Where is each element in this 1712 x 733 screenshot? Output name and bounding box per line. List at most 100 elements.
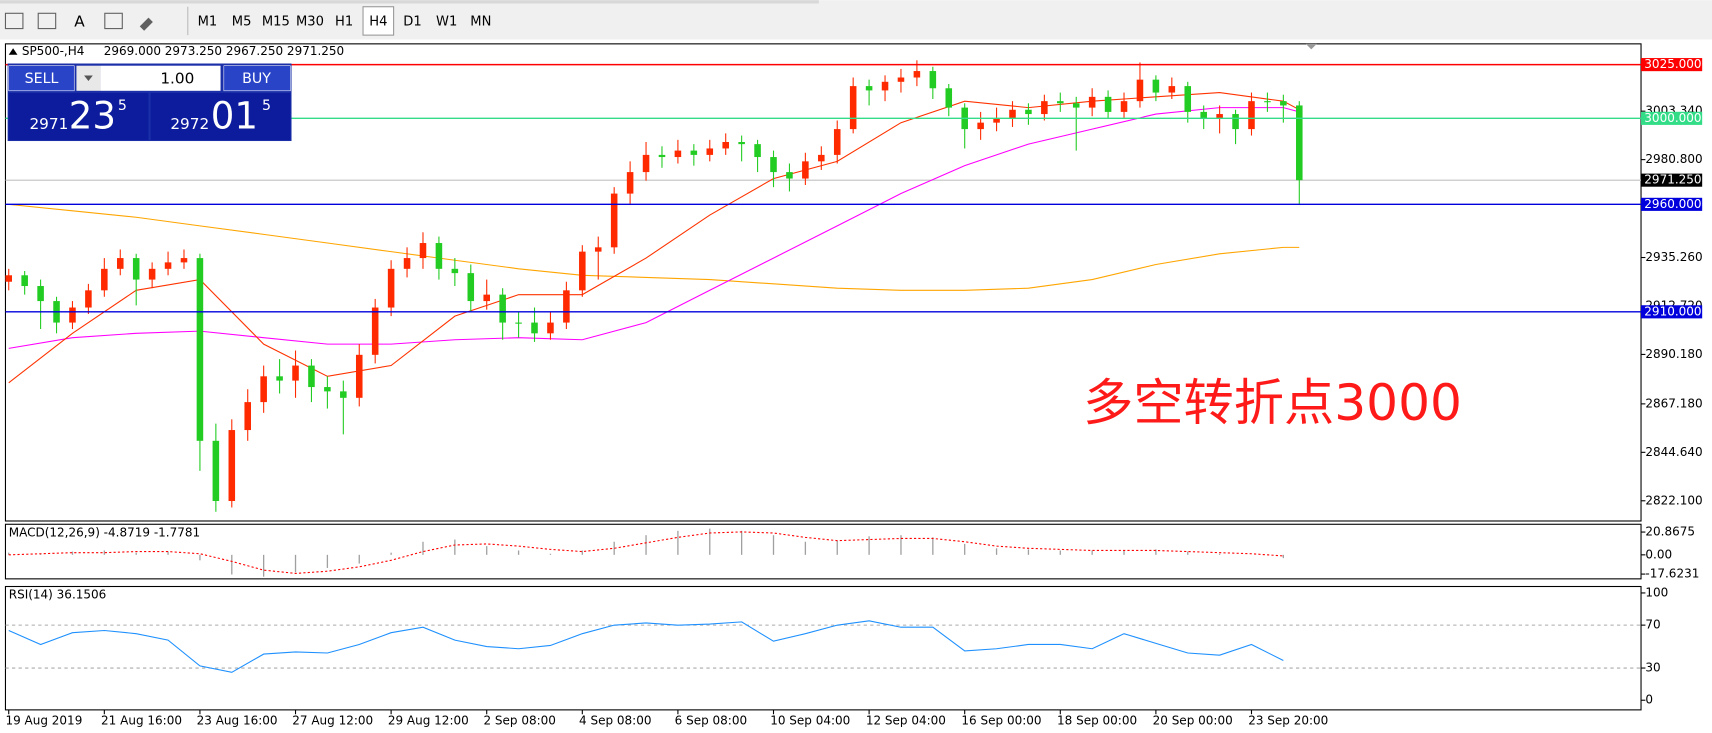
current-price-label: 2971.250 [1644, 173, 1701, 187]
candle-body [1248, 101, 1255, 130]
candle-body [467, 273, 475, 302]
candle-body [722, 141, 729, 149]
annotation: 多空转折点3000 [1083, 373, 1462, 432]
level-label: 3000.000 [1644, 111, 1701, 125]
macd-panel [4, 523, 1642, 580]
candle-body [292, 365, 299, 381]
tool-icon[interactable] [37, 12, 57, 30]
candle-body [1136, 79, 1144, 102]
timeframe-button[interactable]: H4 [369, 15, 387, 30]
toolbar-edge [0, 0, 819, 4]
y-tick-label: 2890.180 [1645, 347, 1702, 361]
candle-body [37, 286, 44, 302]
candle-body [371, 307, 379, 355]
timeframe-button[interactable]: MN [470, 15, 491, 30]
tool-icon[interactable] [104, 12, 123, 30]
candle-body [849, 86, 857, 130]
candle-body [1041, 101, 1048, 115]
candle-body [610, 193, 618, 248]
candle-body [116, 258, 124, 269]
y-tick-label: 100 [1645, 585, 1668, 599]
lots-field[interactable] [100, 65, 221, 91]
current-price-box [1641, 173, 1703, 187]
x-tick-label: 18 Sep 00:00 [1057, 713, 1137, 727]
x-tick-label: 12 Sep 04:00 [866, 713, 946, 727]
candle-body [1200, 111, 1207, 119]
bid-frac: 5 [118, 98, 127, 114]
y-tick-label: 2980.800 [1645, 152, 1702, 166]
timeframe-button[interactable]: W1 [436, 15, 457, 30]
candle-body [929, 71, 937, 89]
tool-icon[interactable] [139, 17, 153, 31]
candle-body [387, 268, 395, 308]
x-tick-label: 6 Sep 08:00 [675, 713, 747, 727]
level-label: 3025.000 [1644, 57, 1701, 71]
signal-line [8, 531, 1284, 574]
candle-body [547, 322, 554, 334]
x-tick-label: 2 Sep 08:00 [483, 713, 555, 727]
timeframes: M1 M5 M15 M30 H1 H4 D1 W1 MN [198, 6, 491, 36]
rsi-line [8, 620, 1284, 673]
indicator-title: RSI(14) 36.1506 [9, 588, 107, 602]
candle-body [260, 376, 267, 403]
candle-body [1009, 109, 1016, 119]
candle-body [419, 243, 427, 259]
chart-title: SP500-,H4 [22, 44, 85, 58]
timeframe-button[interactable]: M30 [296, 15, 324, 30]
candle-body [1152, 79, 1160, 93]
ask-pips: 01 [211, 95, 258, 138]
candle-body [626, 172, 634, 194]
y-tick-label: 2822.100 [1645, 493, 1702, 507]
level-label: 2910.000 [1644, 304, 1701, 318]
candle-body [642, 154, 650, 173]
y-tick-label: 20.8675 [1645, 525, 1695, 539]
candle-body [196, 258, 204, 441]
ask-box[interactable] [150, 92, 291, 140]
candle-body [993, 118, 1000, 123]
timeframe-button[interactable]: M15 [262, 15, 290, 30]
candle-body [594, 247, 602, 252]
active-timeframe [362, 6, 395, 36]
candle-body [690, 150, 698, 155]
candle-body [451, 268, 459, 274]
candle-body [69, 307, 76, 323]
buy-button[interactable] [223, 65, 291, 92]
y-tick-label: 2844.640 [1645, 445, 1702, 459]
shift-marker [1305, 43, 1317, 50]
ask-frac: 5 [262, 98, 271, 114]
candle-body [881, 81, 889, 91]
candle-body [706, 148, 714, 155]
candle-body [658, 154, 666, 158]
candle-body [1232, 114, 1239, 130]
sell-button[interactable] [8, 65, 75, 92]
candle-body [786, 172, 793, 179]
sell-label: SELL [25, 71, 59, 87]
level-box [1641, 58, 1703, 72]
candle-body [101, 268, 108, 291]
candle-body [308, 365, 315, 388]
candle-body [897, 77, 905, 82]
candle-body [1088, 96, 1096, 108]
candle-body [212, 440, 220, 502]
timeframe-button[interactable]: M5 [232, 15, 252, 30]
timeframe-button[interactable]: H1 [335, 15, 353, 30]
bid-box[interactable] [8, 92, 149, 140]
timeframe-button[interactable]: D1 [403, 15, 421, 30]
candle-body [1057, 101, 1064, 104]
candle-body [802, 161, 809, 179]
timeframe-button[interactable]: M1 [198, 15, 218, 30]
tool-icon[interactable] [4, 12, 24, 30]
x-tick-label: 21 Aug 16:00 [101, 713, 182, 727]
chart-area [0, 39, 1712, 733]
level-box [1641, 197, 1703, 211]
candle-body [531, 322, 538, 334]
candle-body [1184, 86, 1192, 112]
tool-icon[interactable]: A [74, 13, 85, 31]
candle-body [324, 387, 331, 392]
candle-body [738, 141, 745, 145]
y-tick-label: 0.00 [1645, 547, 1672, 561]
candle-body [1216, 114, 1223, 119]
y-tick-label: 0 [1645, 693, 1653, 707]
